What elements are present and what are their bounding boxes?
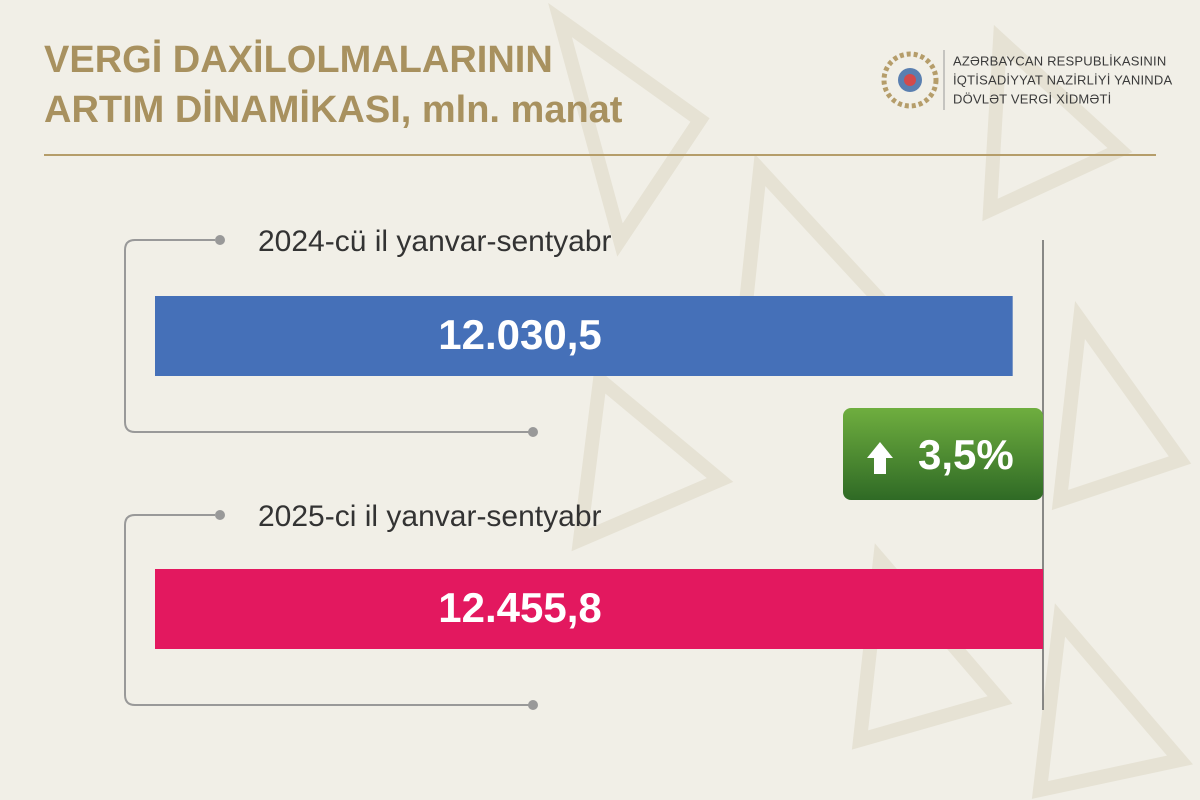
bracket-dot — [215, 510, 225, 520]
bracket-dot — [528, 700, 538, 710]
bracket-dot — [528, 427, 538, 437]
title-line: VERGİ DAXİLOLMALARININ — [44, 39, 553, 81]
value-label: 12.030,5 — [438, 311, 602, 358]
category-label: 2024-cü il yanvar-sentyabr — [258, 225, 612, 258]
bar — [155, 296, 1013, 376]
value-label: 12.455,8 — [438, 584, 602, 631]
bracket — [124, 239, 533, 433]
org-line: AZƏRBAYCAN RESPUBLİKASININ — [953, 53, 1166, 68]
up-arrow — [867, 442, 893, 474]
org-line: DÖVLƏT VERGİ XİDMƏTİ — [953, 91, 1111, 106]
bar — [155, 569, 1043, 649]
org-line: İQTİSADİYYAT NAZİRLİYİ YANINDA — [953, 72, 1172, 87]
bracket-dot — [215, 235, 225, 245]
title-line: ARTIM DİNAMİKASI, mln. manat — [44, 89, 623, 131]
growth-badge — [843, 408, 1043, 500]
category-label: 2025-ci il yanvar-sentyabr — [258, 500, 602, 533]
bracket — [124, 514, 533, 706]
logo — [881, 50, 945, 110]
growth-label: 3,5% — [918, 431, 1014, 478]
